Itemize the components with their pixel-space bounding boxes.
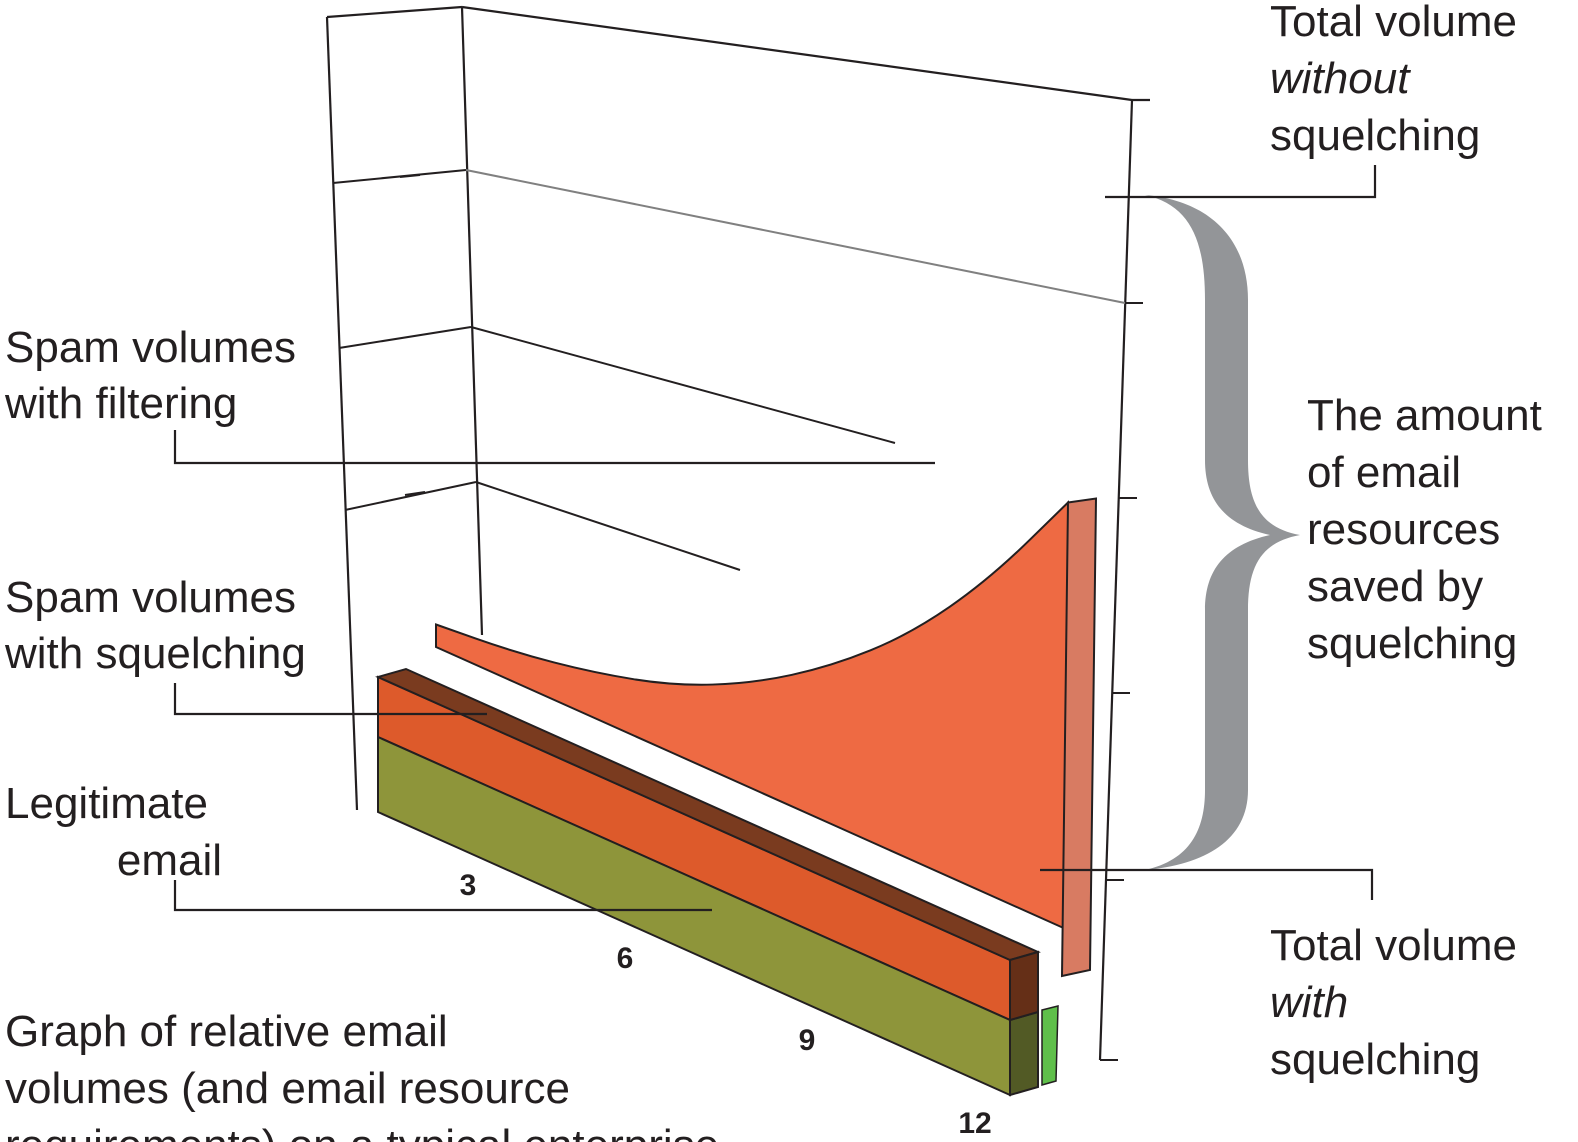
left-wall-back-edge: [325, 16, 359, 811]
annotation-text: saved by: [1307, 562, 1483, 611]
label-total-without: Total volume without squelching: [1270, 0, 1517, 160]
annotation-text: squelching: [1270, 1035, 1480, 1084]
gridline-back-2: [470, 326, 896, 444]
annotation-text: The amount: [1307, 391, 1542, 440]
annotation-text: Spam volumes: [5, 573, 296, 622]
annotation-text: without: [1270, 54, 1411, 103]
label-spam-filtering: Spam volumes with filtering: [4, 323, 296, 428]
leader-lines: [173, 165, 1377, 912]
leader-spam-squelching: [173, 683, 487, 716]
area-legitimate-email-end: [1009, 1010, 1039, 1097]
x-tick-label: 3: [460, 869, 477, 902]
left-wall-tick: [404, 491, 426, 496]
x-tick-labels: 3 6 9 12: [460, 869, 992, 1140]
left-wall-tick: [399, 174, 421, 178]
caption-text: volumes (and email resource: [5, 1064, 570, 1113]
area-spam-squelching-top: [375, 667, 1041, 962]
x-tick-label: 9: [799, 1024, 816, 1057]
area-spam-filtering-side: [1060, 497, 1098, 978]
leader-legit: [173, 880, 712, 912]
label-legit: Legitimate email: [5, 779, 222, 885]
right-axis-line: [1098, 99, 1134, 1061]
leader-total-with: [1040, 868, 1374, 900]
left-wall-top-edge: [326, 5, 463, 19]
annotation-text: of email: [1307, 448, 1461, 497]
label-total-with: Total volume with squelching: [1270, 921, 1517, 1084]
chart-walls: [325, 5, 1150, 1061]
gridlines: [332, 169, 1126, 571]
gridline-left-3: [344, 481, 477, 511]
annotation-text: with squelching: [4, 629, 306, 678]
annotation-text: Spam volumes: [5, 323, 296, 372]
area-spam-filtering: [435, 500, 1069, 932]
annotation-text: squelching: [1307, 619, 1517, 668]
label-saved: The amount of email resources saved by s…: [1307, 391, 1542, 668]
caption-text: requirements) on a typical enterprise: [5, 1121, 719, 1142]
x-tick-label: 12: [958, 1107, 991, 1140]
area-spam-squelching-end: [1009, 950, 1039, 1022]
annotation-text: email: [117, 836, 222, 885]
gridline-left-2: [338, 326, 472, 349]
annotation-text: Total volume: [1270, 921, 1517, 970]
savings-brace: [1145, 195, 1300, 870]
chart-marks: [375, 497, 1098, 1097]
gridline-left-1: [332, 169, 467, 184]
x-tick-label: 6: [617, 942, 634, 975]
area-legitimate-back-end: [1041, 1005, 1059, 1086]
wall-corner-edge: [460, 6, 484, 636]
gridline-back-1: [465, 169, 1126, 304]
leader-spam-filtering: [173, 430, 935, 465]
annotation-text: Total volume: [1270, 0, 1517, 46]
annotation-text: with filtering: [4, 379, 237, 428]
right-axis-ticks: [1100, 302, 1143, 1061]
back-wall-top-edge: [461, 5, 1133, 102]
leader-total-without: [1105, 165, 1377, 199]
annotation-text: resources: [1307, 505, 1500, 554]
label-spam-squelching: Spam volumes with squelching: [4, 573, 306, 678]
gridline-back-3: [475, 481, 741, 571]
annotation-text: Legitimate: [5, 779, 208, 828]
figure-caption: Graph of relative email volumes (and ema…: [5, 1007, 719, 1142]
annotation-text: squelching: [1270, 111, 1480, 160]
annotation-text: with: [1270, 978, 1348, 1027]
caption-text: Graph of relative email: [5, 1007, 448, 1056]
